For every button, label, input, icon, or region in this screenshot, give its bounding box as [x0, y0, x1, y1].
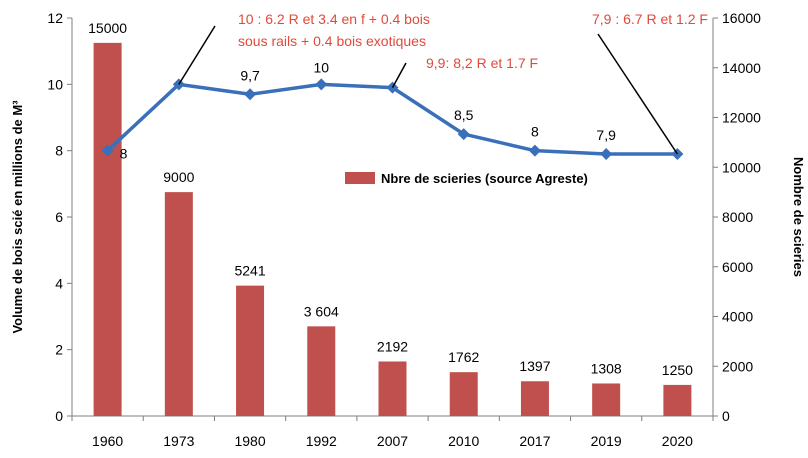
bar: [592, 383, 621, 416]
y2-tick-label: 0: [722, 408, 730, 424]
annotation-leader: [597, 33, 679, 155]
x-tick-label: 2007: [377, 433, 408, 449]
bar: [520, 381, 549, 416]
y-tick-label: 6: [55, 209, 63, 225]
annotation-leader: [178, 25, 216, 85]
bar-data-label: 5241: [234, 263, 265, 279]
bar-data-label: 3 604: [304, 303, 339, 319]
x-tick-label: 2017: [519, 433, 550, 449]
y2-tick-label: 8000: [722, 209, 753, 225]
y-tick-label: 10: [47, 76, 63, 92]
y2-tick-label: 10000: [722, 159, 761, 175]
bar: [164, 192, 193, 416]
legend: Nbre de scieries (source Agreste): [345, 171, 588, 186]
bar-data-label: 1250: [662, 362, 693, 378]
line-point: [457, 128, 470, 141]
bar: [307, 326, 336, 416]
bar: [449, 372, 478, 416]
line-point: [528, 144, 541, 157]
legend-swatch: [345, 172, 375, 184]
y-tick-label: 2: [55, 342, 63, 358]
bar-data-label: 1397: [519, 358, 550, 374]
line-data-label: 8: [120, 146, 128, 162]
line-series: 8 9,7 10 8,5 8 7,9: [101, 59, 684, 162]
bar: [236, 285, 265, 416]
annotation-text: 7,9 : 6.7 R et 1.2 F: [592, 11, 708, 27]
line-data-label: 7,9: [596, 127, 616, 143]
line-data-label: 8,5: [454, 107, 474, 123]
bar-data-label: 1762: [448, 349, 479, 365]
y-tick-label: 12: [47, 10, 63, 26]
x-tick-label: 1973: [163, 433, 194, 449]
bar-data-label: 2192: [377, 338, 408, 354]
axes: 0 2 4 6 8 10 12 0 2000 4000 6000 8000 10000 12000 1400…: [47, 10, 761, 449]
bars: 15000 9000 5241 3 604 2192 1762 1397 1308 1250: [88, 20, 693, 416]
annotation-text: sous rails + 0.4 bois exotiques: [238, 33, 426, 49]
annotation-leader: [391, 62, 407, 89]
line-data-label: 9,7: [240, 67, 260, 83]
y2-tick-label: 14000: [722, 60, 761, 76]
y2-tick-label: 2000: [722, 358, 753, 374]
y2-axis-title: Nombre de scieries: [791, 157, 806, 277]
y-tick-label: 8: [55, 143, 63, 159]
x-tick-label: 1980: [234, 433, 265, 449]
y-tick-label: 0: [55, 408, 63, 424]
x-tick-label: 1960: [92, 433, 123, 449]
line-data-label: 10: [313, 59, 329, 75]
x-tick-label: 2010: [448, 433, 479, 449]
annotations: 10 : 6.2 R et 3.4 en f + 0.4 bois sous ra…: [178, 11, 708, 155]
series-line: [106, 82, 678, 156]
bar-data-label: 15000: [88, 20, 127, 36]
bar-data-label: 1308: [591, 360, 622, 376]
y-tick-label: 4: [55, 275, 63, 291]
line-point: [600, 147, 613, 160]
y2-tick-label: 16000: [722, 10, 761, 26]
annotation-text: 10 : 6.2 R et 3.4 en f + 0.4 bois: [238, 11, 430, 27]
x-tick-label: 2020: [662, 433, 693, 449]
line-point: [244, 88, 257, 101]
line-point: [101, 144, 114, 157]
y-axis-title: Volume de bois scié en millions de M³: [10, 100, 25, 334]
line-data-label: 8: [531, 124, 539, 140]
legend-label: Nbre de scieries (source Agreste): [381, 171, 588, 186]
y2-tick-label: 6000: [722, 259, 753, 275]
bar: [93, 42, 122, 416]
y2-tick-label: 4000: [722, 309, 753, 325]
x-tick-label: 2019: [591, 433, 622, 449]
bar: [378, 361, 407, 416]
bar: [663, 384, 692, 416]
annotation-text: 9,9: 8,2 R et 1.7 F: [426, 55, 538, 71]
bar-data-label: 9000: [163, 169, 194, 185]
y2-tick-label: 12000: [722, 110, 761, 126]
line-point: [315, 78, 328, 91]
x-tick-label: 1992: [306, 433, 337, 449]
